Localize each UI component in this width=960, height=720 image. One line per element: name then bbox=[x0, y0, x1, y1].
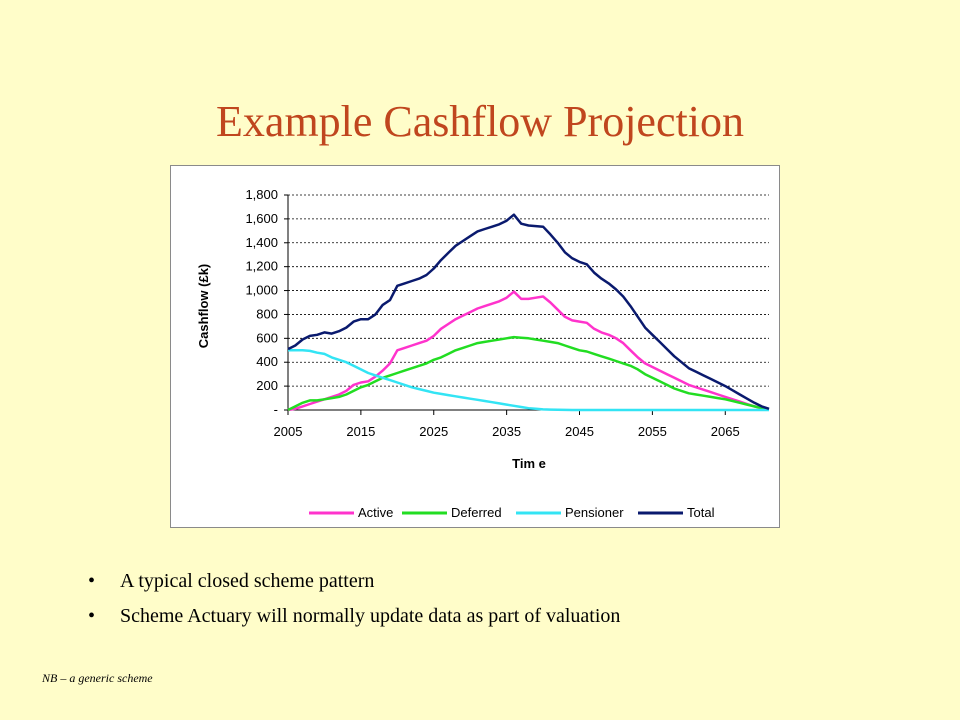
y-tick-label: 1,800 bbox=[245, 187, 278, 202]
y-axis-label: Cashflow (£k) bbox=[196, 264, 211, 349]
bullet-item: • Scheme Actuary will normally update da… bbox=[88, 601, 620, 636]
footnote: NB – a generic scheme bbox=[42, 671, 153, 685]
chart-svg: - 200 400 600 800 1,000 1,200 1,400 1,600 1,800 20… bbox=[196, 187, 770, 520]
y-tick-label: 1,000 bbox=[245, 283, 278, 298]
legend-label: Pensioner bbox=[565, 505, 624, 520]
bullet-marker: • bbox=[88, 570, 96, 592]
x-tick-label: 2005 bbox=[274, 424, 303, 439]
legend-label: Total bbox=[687, 505, 715, 520]
y-tick-label: 200 bbox=[256, 378, 278, 393]
x-tick-label: 2015 bbox=[346, 424, 375, 439]
x-tick-label: 2065 bbox=[711, 424, 740, 439]
x-tick-label: 2035 bbox=[492, 424, 521, 439]
series-lines bbox=[287, 213, 770, 412]
bullet-list: • A typical closed scheme pattern • Sche… bbox=[88, 566, 620, 636]
x-tick-label: 2055 bbox=[638, 424, 667, 439]
legend-label: Deferred bbox=[451, 505, 502, 520]
legend-label: Active bbox=[358, 505, 393, 520]
y-tick-label: 1,400 bbox=[245, 235, 278, 250]
bullet-marker: • bbox=[88, 605, 96, 627]
grid-lines bbox=[288, 194, 769, 387]
y-tick-label: 1,200 bbox=[245, 259, 278, 274]
axes: - 200 400 600 800 1,000 1,200 1,400 1,600 1,800 20… bbox=[245, 187, 769, 439]
y-tick-label: - bbox=[274, 402, 278, 417]
bullet-item: • A typical closed scheme pattern bbox=[88, 566, 620, 601]
y-tick-label: 600 bbox=[256, 330, 278, 345]
bullet-text: Scheme Actuary will normally update data… bbox=[120, 605, 621, 627]
x-tick-label: 2045 bbox=[565, 424, 594, 439]
y-tick-label: 800 bbox=[256, 306, 278, 321]
bullet-text: A typical closed scheme pattern bbox=[120, 570, 375, 592]
slide-title: Example Cashflow Projection bbox=[216, 97, 744, 146]
series-line-total bbox=[287, 213, 770, 410]
cashflow-chart: - 200 400 600 800 1,000 1,200 1,400 1,600 1,800 20… bbox=[170, 165, 780, 528]
x-tick-label: 2025 bbox=[419, 424, 448, 439]
series-line-deferred bbox=[287, 335, 770, 412]
x-axis-label: Tim e bbox=[512, 456, 546, 471]
legend: Active Deferred Pensioner Total bbox=[309, 505, 715, 520]
y-tick-label: 1,600 bbox=[245, 211, 278, 226]
series-line-active bbox=[287, 290, 770, 412]
series-line-pensioner bbox=[288, 349, 769, 412]
y-tick-label: 400 bbox=[256, 354, 278, 369]
